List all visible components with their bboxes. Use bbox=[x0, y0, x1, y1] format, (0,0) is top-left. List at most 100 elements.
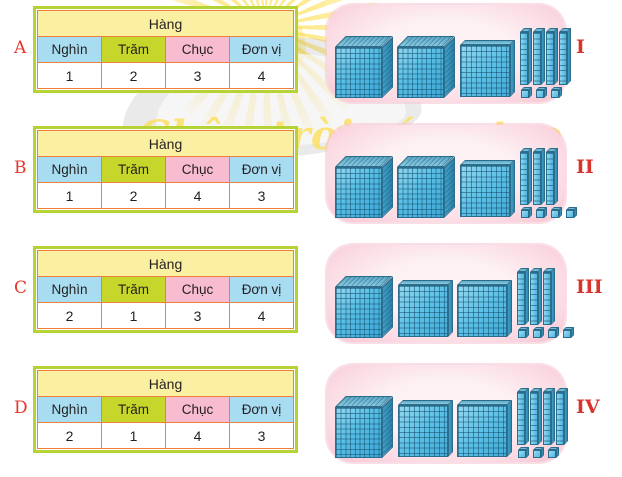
row-letter-label[interactable]: C bbox=[14, 278, 28, 298]
roman-numeral-label[interactable]: II bbox=[576, 156, 594, 178]
rod-side bbox=[528, 148, 532, 205]
unit-block bbox=[551, 207, 562, 218]
flat-block bbox=[398, 280, 454, 338]
flat-side bbox=[448, 280, 453, 337]
rod-side bbox=[554, 28, 558, 85]
blocks-container bbox=[335, 249, 574, 338]
rod-side bbox=[554, 148, 558, 205]
table-row-group-header: Hàng bbox=[37, 250, 294, 277]
roman-numeral-label[interactable]: III bbox=[576, 276, 603, 298]
unit-face bbox=[566, 210, 574, 218]
ten-rods-group bbox=[517, 268, 574, 325]
header-cell-nghin: Nghìn bbox=[37, 156, 102, 183]
value-cell[interactable]: 1 bbox=[37, 182, 102, 209]
header-cell-tram: Trăm bbox=[101, 156, 166, 183]
value-cell[interactable]: 3 bbox=[165, 302, 230, 329]
flat-top bbox=[460, 160, 515, 165]
header-cell-chuc: Chục bbox=[165, 156, 230, 183]
value-cell[interactable]: 1 bbox=[101, 422, 166, 449]
rod-face bbox=[530, 392, 538, 445]
base-ten-blocks-panel[interactable] bbox=[327, 5, 571, 102]
rod-side bbox=[541, 148, 545, 205]
thousand-cubes-group bbox=[335, 36, 456, 98]
header-cell-nghin: Nghìn bbox=[37, 36, 102, 63]
unit-block bbox=[548, 447, 559, 458]
flat-face bbox=[460, 45, 510, 97]
unit-block bbox=[563, 327, 574, 338]
rod-block bbox=[556, 388, 568, 445]
value-cell[interactable]: 1 bbox=[37, 62, 102, 89]
cube-side bbox=[444, 156, 455, 218]
rod-block bbox=[517, 268, 529, 325]
exercise-row: C Hàng Nghìn Trăm Chục Đơn vị 2 1 3 4 III bbox=[0, 240, 622, 350]
base-ten-blocks-panel[interactable] bbox=[327, 245, 574, 342]
unit-side bbox=[526, 447, 529, 458]
exercise-row: B Hàng Nghìn Trăm Chục Đơn vị 1 2 4 3 II bbox=[0, 120, 622, 230]
value-cell[interactable]: 4 bbox=[229, 62, 294, 89]
base-ten-blocks-panel[interactable] bbox=[327, 365, 568, 462]
rod-face bbox=[543, 392, 551, 445]
rod-block bbox=[520, 148, 532, 205]
table-row-column-headers: Nghìn Trăm Chục Đơn vị bbox=[37, 396, 294, 423]
tens-and-units-group bbox=[520, 28, 571, 98]
flat-side bbox=[507, 280, 512, 337]
flat-top bbox=[398, 400, 453, 405]
unit-cubes-group bbox=[520, 87, 569, 98]
value-cell[interactable]: 3 bbox=[229, 422, 294, 449]
unit-block bbox=[566, 207, 577, 218]
value-cell[interactable]: 3 bbox=[229, 182, 294, 209]
place-value-table: Hàng Nghìn Trăm Chục Đơn vị 2 1 4 3 bbox=[33, 366, 298, 453]
value-cell[interactable]: 2 bbox=[101, 62, 166, 89]
value-cell[interactable]: 3 bbox=[165, 62, 230, 89]
cube-side bbox=[382, 396, 393, 458]
flat-face bbox=[398, 405, 448, 457]
header-cell-tram: Trăm bbox=[101, 396, 166, 423]
flat-block bbox=[398, 400, 454, 458]
unit-side bbox=[571, 327, 574, 338]
value-cell[interactable]: 2 bbox=[101, 182, 166, 209]
cube-side bbox=[382, 156, 393, 218]
hundred-flats-group bbox=[398, 280, 513, 338]
rod-face bbox=[559, 32, 567, 85]
exercise-row: A Hàng Nghìn Trăm Chục Đơn vị 1 2 3 4 I bbox=[0, 0, 622, 110]
unit-face bbox=[533, 450, 541, 458]
rod-side bbox=[525, 268, 529, 325]
row-letter-label[interactable]: D bbox=[14, 398, 28, 418]
flat-block bbox=[460, 40, 516, 98]
table-row-column-headers: Nghìn Trăm Chục Đơn vị bbox=[37, 276, 294, 303]
row-letter-label[interactable]: B bbox=[14, 158, 27, 178]
value-cell[interactable]: 4 bbox=[165, 422, 230, 449]
tens-and-units-group bbox=[517, 388, 568, 458]
value-cell[interactable]: 2 bbox=[37, 422, 102, 449]
cube-side bbox=[382, 276, 393, 338]
tens-and-units-group bbox=[520, 148, 577, 218]
value-cell[interactable]: 4 bbox=[229, 302, 294, 329]
table-row-column-headers: Nghìn Trăm Chục Đơn vị bbox=[37, 36, 294, 63]
flat-side bbox=[510, 160, 515, 217]
table-row-group-header: Hàng bbox=[37, 10, 294, 37]
rod-side bbox=[564, 388, 568, 445]
unit-side bbox=[556, 327, 559, 338]
base-ten-blocks-panel[interactable] bbox=[327, 125, 577, 222]
unit-block bbox=[533, 447, 544, 458]
value-cell[interactable]: 2 bbox=[37, 302, 102, 329]
roman-numeral-label[interactable]: I bbox=[576, 36, 585, 58]
unit-block bbox=[521, 207, 532, 218]
header-cell-chuc: Chục bbox=[165, 396, 230, 423]
value-cell[interactable]: 4 bbox=[165, 182, 230, 209]
flat-block bbox=[457, 280, 513, 338]
unit-block bbox=[536, 207, 547, 218]
roman-numeral-label[interactable]: IV bbox=[576, 396, 600, 418]
unit-side bbox=[541, 327, 544, 338]
unit-side bbox=[556, 447, 559, 458]
header-cell-donvi: Đơn vị bbox=[229, 276, 294, 303]
rod-face bbox=[546, 152, 554, 205]
cube-face bbox=[397, 167, 444, 218]
flat-face bbox=[457, 405, 507, 457]
flat-block bbox=[460, 160, 516, 218]
row-letter-label[interactable]: A bbox=[14, 38, 27, 58]
value-cell[interactable]: 1 bbox=[101, 302, 166, 329]
ten-rods-group bbox=[520, 148, 577, 205]
rod-block bbox=[546, 148, 558, 205]
unit-face bbox=[551, 90, 559, 98]
